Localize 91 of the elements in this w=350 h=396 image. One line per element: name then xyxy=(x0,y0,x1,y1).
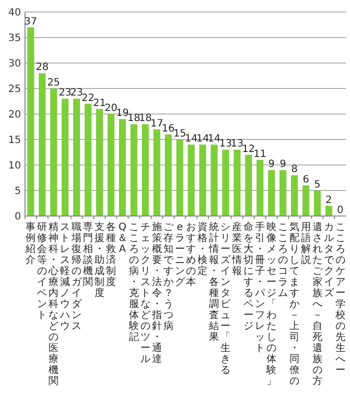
bar xyxy=(188,144,195,216)
bar xyxy=(38,73,46,216)
x-tick-label: eラーニング xyxy=(174,222,186,288)
category-label: こころのケアー学校の先生へー xyxy=(335,222,346,376)
category-label: ストレス軽減ノウハウ xyxy=(60,222,70,332)
x-tick-label: こころのコラム xyxy=(278,222,288,299)
bar xyxy=(234,150,241,216)
bar xyxy=(314,190,321,216)
data-label: 11 xyxy=(254,148,266,160)
x-tick-label: 支援・助成制度 xyxy=(94,221,105,299)
data-label: 6 xyxy=(302,174,310,186)
data-label: 5 xyxy=(314,180,321,190)
category-label: シリーズインタビュー「生きる xyxy=(220,222,231,376)
bar xyxy=(199,144,206,216)
data-label: 13 xyxy=(219,138,232,150)
bar xyxy=(50,88,58,216)
category-label: ご存知ですか？うつ病 xyxy=(163,222,174,332)
x-tick-label: カルタでクイズ xyxy=(324,222,335,299)
bar xyxy=(153,129,160,216)
y-tick-label: 30 xyxy=(8,58,21,70)
data-label: 23 xyxy=(58,88,72,99)
bar xyxy=(164,134,172,216)
x-tick-label: 産業医情報 xyxy=(231,221,242,277)
bar xyxy=(119,119,126,216)
bar xyxy=(222,150,230,216)
data-label: 14 xyxy=(208,134,221,145)
category-label: 手引・冊子・パンフレット xyxy=(255,222,266,354)
data-label: 9 xyxy=(280,159,286,170)
bar xyxy=(96,108,103,216)
data-label: 15 xyxy=(173,128,186,140)
data-label: 37 xyxy=(24,16,38,28)
x-tick-label: 資格・検定 xyxy=(196,221,208,277)
x-tick-label: 事例紹介 xyxy=(24,221,36,266)
y-tick-label: 10 xyxy=(8,160,21,172)
data-label: 8 xyxy=(291,164,298,176)
data-label: 12 xyxy=(242,144,255,155)
category-label: 統計情報・各種調査結果 xyxy=(209,222,220,343)
x-tick-label: おすすめの本 xyxy=(186,222,196,288)
bar xyxy=(142,124,149,216)
data-label: 20 xyxy=(104,103,118,114)
category-label: 映像メッセージ「わたしの体験」 xyxy=(266,222,276,387)
y-tick-label: 0 xyxy=(14,212,21,222)
y-tick-label: 35 xyxy=(8,33,21,44)
bar xyxy=(84,104,92,216)
category-label: 遺されたご家族へ－自死遺族の方 xyxy=(312,222,322,387)
data-label: 14 xyxy=(196,134,210,145)
data-label: 0 xyxy=(337,205,344,216)
bar xyxy=(256,160,264,216)
y-tick-label: 5 xyxy=(14,186,21,197)
bar xyxy=(280,170,286,216)
data-label: 17 xyxy=(150,118,164,130)
data-label: 21 xyxy=(93,98,106,109)
data-label: 13 xyxy=(230,138,244,150)
data-label: 19 xyxy=(116,108,129,120)
bar xyxy=(108,114,114,216)
category-label: 職場復帰のガイダンス xyxy=(72,222,82,332)
x-tick-label: 各種救済制度 xyxy=(104,222,116,288)
bar xyxy=(62,98,69,216)
data-label: 2 xyxy=(326,194,332,206)
bar xyxy=(130,124,138,216)
category-label: 命を大切にするページ xyxy=(244,222,254,332)
bar xyxy=(290,175,298,216)
category-label: 研修会等のイベント xyxy=(37,222,48,321)
x-tick-label: Q＆A xyxy=(117,222,128,255)
data-label: 23 xyxy=(70,88,83,99)
bar xyxy=(73,98,80,216)
data-label: 9 xyxy=(268,159,275,170)
category-label: 精神科・心療内科などの医療機関 xyxy=(48,222,59,387)
y-tick-label: 15 xyxy=(8,135,21,146)
y-tick-label: 20 xyxy=(8,110,21,120)
bar xyxy=(245,154,252,216)
x-tick-label: 用語解説 xyxy=(300,222,311,266)
category-label: 気配りしてますか－上司・同僚の xyxy=(289,222,300,387)
data-label: 16 xyxy=(162,123,175,134)
data-label: 14 xyxy=(184,134,198,145)
bar xyxy=(176,140,184,216)
bar xyxy=(210,144,218,216)
data-label: 25 xyxy=(47,78,60,88)
bar xyxy=(302,185,310,216)
bar xyxy=(27,27,34,216)
category-label: 施策概要・法令・指針・通達 xyxy=(152,222,162,365)
y-tick-label: 25 xyxy=(8,84,21,95)
category-label: チェックリストなどのツール xyxy=(140,222,150,365)
category-label: こころの病・克服体験記 xyxy=(128,222,139,343)
y-tick-label: 40 xyxy=(8,8,21,18)
data-label: 28 xyxy=(36,62,49,74)
data-label: 18 xyxy=(139,113,152,124)
x-tick-label: 専門相談機関 xyxy=(83,221,94,288)
data-label: 22 xyxy=(82,92,94,104)
data-label: 18 xyxy=(128,113,140,124)
bar xyxy=(268,170,275,216)
